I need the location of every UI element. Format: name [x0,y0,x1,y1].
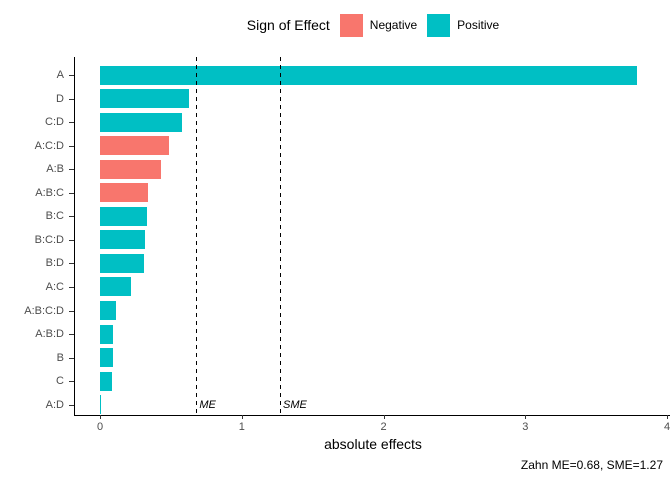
reference-line-SME [280,57,282,415]
x-axis-title: absolute effects [324,436,422,452]
y-tick-mark [69,216,74,218]
negative-color-swatch [339,13,363,37]
bar-A:C [100,277,132,297]
y-axis-label-D: D [56,92,64,105]
y-tick-mark [69,357,74,359]
y-axis-label-B:D: B:D [45,257,64,270]
positive-color-swatch [427,13,451,37]
y-tick-mark [69,75,74,76]
x-tick-label-2: 2 [380,421,387,433]
legend-label-negative: Negative [369,18,418,32]
legend-item-positive: Positive [427,13,500,37]
reference-line-ME [196,57,198,415]
y-axis-label-A:B:C:D: A:B:C:D [24,304,64,317]
legend-item-negative: Negative [339,13,418,37]
bar-C [100,371,113,391]
x-tick-mark [241,415,243,419]
legend-label-positive: Positive [457,18,500,32]
y-axis-label-A:D: A:D [45,398,64,411]
bar-C:D [100,112,183,132]
y-tick-mark [69,192,74,194]
legend-title: Sign of Effect [246,17,330,33]
y-axis-label-C: C [56,375,64,388]
y-tick-mark [69,334,74,336]
y-tick-mark [69,98,74,100]
legend: Sign of Effect Negative Positive [74,8,672,42]
x-tick-label-3: 3 [522,421,529,433]
reference-line-label-ME: ME [199,399,216,411]
y-axis-label-B:C:D: B:C:D [34,233,64,246]
y-axis-label-B: B [56,351,64,364]
y-tick-mark [69,381,74,383]
bar-A:B:D [100,324,113,344]
y-axis-label-A:C:D: A:C:D [34,139,64,152]
bar-A [100,65,638,85]
y-tick-mark [69,263,74,265]
y-axis-label-A:B:C: A:B:C [35,186,64,199]
bar-A:D [100,395,102,415]
y-axis-label-A:B:D: A:B:D [35,328,64,341]
bar-A:C:D [100,136,170,156]
y-axis-label-C:D: C:D [45,116,64,129]
bar-B [100,348,113,368]
y-tick-mark [69,122,74,124]
bar-A:B:C [100,183,149,203]
y-tick-mark [69,310,74,312]
bar-B:D [100,253,144,273]
y-axis-label-A:C: A:C [45,280,64,293]
x-tick-mark [667,415,668,419]
bar-B:C [100,206,147,226]
y-axis-label-B:C: B:C [45,210,64,223]
y-tick-mark [69,239,74,241]
bar-A:B:C:D [100,301,116,320]
y-axis-line [74,57,75,415]
y-axis-label-A:B: A:B [46,163,64,176]
x-tick-label-1: 1 [238,421,245,433]
x-tick-mark [100,415,101,419]
x-tick-mark [383,415,385,419]
y-tick-mark [69,286,74,288]
y-tick-mark [69,169,74,171]
y-tick-mark [69,145,74,147]
bar-B:C:D [100,230,146,250]
x-tick-label-0: 0 [96,421,104,433]
caption-text: Zahn ME=0.68, SME=1.27 [520,458,663,472]
y-axis-label-A: A [56,69,64,81]
x-axis-line [74,415,670,416]
x-tick-label-4: 4 [663,421,671,433]
bar-D [100,89,190,109]
x-tick-mark [525,415,527,419]
y-tick-mark [69,404,74,406]
bar-A:B [100,159,161,179]
reference-line-label-SME: SME [283,399,307,411]
